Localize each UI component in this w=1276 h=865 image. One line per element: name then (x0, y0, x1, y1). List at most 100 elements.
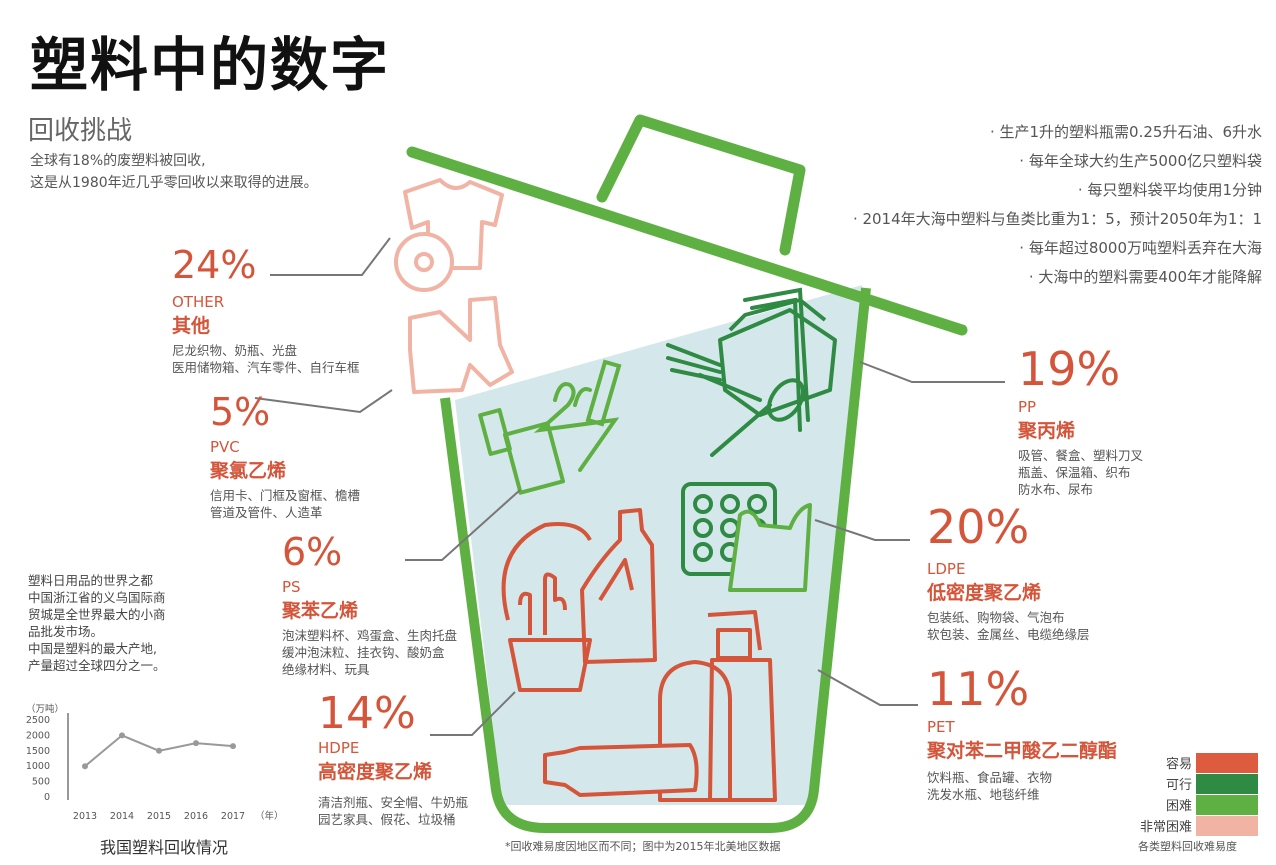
pump-bottle-icon (707, 610, 777, 802)
category-name: 高密度聚乙烯 (318, 761, 433, 783)
category-desc: 吸管、餐盒、塑料刀叉 瓶盖、保温箱、织布 防水布、尿布 (1018, 447, 1143, 498)
side-note: 塑料日用品的世界之都 中国浙江省的义乌国际商 贸城是全世界最大的小商 品批发市场… (28, 572, 166, 674)
category-name: 聚氯乙烯 (210, 460, 287, 482)
y-tick-label: 0 (44, 792, 50, 803)
category-code: PVC (210, 438, 240, 456)
jar-icon (658, 660, 732, 802)
trash-bin-icon (440, 287, 871, 833)
x-tick-label: 2016 (184, 811, 208, 822)
category-percent: 19% (1018, 342, 1121, 396)
category-percent: 20% (927, 500, 1030, 554)
note-line: 中国是塑料的最大产地, (28, 641, 157, 656)
legend-swatch (1196, 773, 1259, 794)
category-code: LDPE (927, 560, 966, 578)
data-point (119, 732, 125, 739)
data-point (230, 743, 236, 750)
legend-swatch (1196, 794, 1259, 815)
intro-line: 全球有18%的废塑料被回收, (30, 153, 206, 169)
fact-item: · 大海中的塑料需要400年才能降解 (1028, 268, 1262, 286)
x-tick-label: 2014 (110, 811, 134, 822)
category-name: 低密度聚乙烯 (927, 582, 1042, 604)
intro-line: 这是从1980年近几乎零回收以来取得的进展。 (30, 175, 318, 191)
note-line: 贸城是全世界最大的小商 (28, 607, 166, 622)
clothes-hanger-icon (533, 382, 620, 472)
fact-item: · 每只塑料袋平均使用1分钟 (1077, 181, 1262, 199)
y-tick-label: 1500 (26, 746, 50, 757)
desc-line: 瓶盖、保温箱、织布 (1018, 465, 1131, 480)
category-other: 24% OTHER 其他 尼龙织物、奶瓶、光盘 医用储物箱、汽车零件、自行车框 (172, 243, 360, 376)
facts-list: · 生产1升的塑料瓶需0.25升石油、6升水 · 每年全球大约生产5000亿只塑… (853, 118, 1262, 292)
desc-line: 泡沫塑料杯、鸡蛋盒、生肉托盘 (282, 628, 458, 643)
note-line: 中国浙江省的义乌国际商 (28, 590, 166, 605)
desc-line: 信用卡、门框及窗框、檐槽 (210, 488, 361, 503)
x-unit-label: （年） (255, 810, 284, 822)
category-ps: 6% PS 聚苯乙烯 泡沫塑料杯、鸡蛋盒、生肉托盘 缓冲泡沫粒、挂衣钩、酸奶盒 … (282, 530, 457, 678)
category-code: PP (1018, 398, 1037, 416)
desc-line: 尼龙织物、奶瓶、光盘 (172, 343, 298, 358)
legend-swatch (1196, 752, 1259, 773)
footnote: *回收难易度因地区而不同；图中为2015年北美地区数据 (505, 840, 781, 853)
desc-line: 绝缘材料、玩具 (282, 662, 370, 677)
recycling-line-chart: 0 500 1000 1500 2000 2500 2013 2014 2015 2016 201… (26, 703, 284, 822)
category-code: OTHER (172, 293, 225, 311)
cd-disc-icon (394, 232, 454, 292)
category-name: 聚丙烯 (1018, 420, 1076, 442)
desc-line: 医用储物箱、汽车零件、自行车框 (172, 360, 360, 375)
note-line: 产量超过全球四分之一。 (28, 658, 166, 673)
intro-text: 全球有18%的废塑料被回收, 这是从1980年近几乎零回收以来取得的进展。 (30, 150, 318, 194)
fact-item: · 每年超过8000万吨塑料丢弃在大海 (1019, 239, 1262, 257)
category-code: HDPE (318, 739, 360, 757)
x-tick-label: 2013 (73, 811, 97, 822)
legend-caption: 各类塑料回收难易度 (1138, 840, 1237, 853)
desc-line: 软包装、金属丝、电缆绝缘层 (927, 627, 1090, 642)
potted-cactus-icon (501, 522, 592, 692)
y-tick-label: 2500 (26, 715, 50, 726)
category-desc: 尼龙织物、奶瓶、光盘 医用储物箱、汽车零件、自行车框 (172, 342, 360, 376)
category-name: 其他 (172, 315, 211, 337)
fact-item: · 2014年大海中塑料与鱼类比重为1：5，预计2050年为1：1 (852, 210, 1262, 228)
category-pet: 11% PET 聚对苯二甲酸乙二醇酯 饮料瓶、食品罐、衣物 洗发水瓶、地毯纤维 (927, 662, 1117, 803)
desc-line: 管道及管件、人造革 (210, 505, 323, 520)
y-tick-label: 2000 (26, 730, 50, 741)
difficulty-legend: 容易 可行 困难 非常困难 (1140, 752, 1259, 836)
legend-label: 困难 (1166, 799, 1193, 814)
desc-line: 饮料瓶、食品罐、衣物 (927, 770, 1053, 785)
bin-lid-icon (406, 114, 968, 336)
category-ldpe: 20% LDPE 低密度聚乙烯 包装纸、购物袋、气泡布 软包装、金属丝、电缆绝缘… (927, 500, 1090, 643)
water-bottle-icon (543, 743, 699, 797)
x-tick-label: 2015 (147, 811, 171, 822)
desc-line: 吸管、餐盒、塑料刀叉 (1018, 448, 1144, 463)
category-code: PS (282, 578, 301, 596)
food-box-icon (718, 298, 837, 417)
desc-line: 洗发水瓶、地毯纤维 (927, 787, 1040, 802)
category-percent: 14% (318, 688, 416, 739)
desc-line: 防水布、尿布 (1018, 482, 1094, 497)
category-desc: 饮料瓶、食品罐、衣物 洗发水瓶、地毯纤维 (927, 769, 1117, 803)
category-hdpe: 14% HDPE 高密度聚乙烯 清洁剂瓶、安全帽、牛奶瓶 园艺家具、假花、垃圾桶 (318, 688, 468, 828)
page-title: 塑料中的数字 (30, 31, 391, 99)
category-percent: 24% (172, 243, 257, 287)
category-pvc: 5% PVC 聚氯乙烯 信用卡、门框及窗框、檐槽 管道及管件、人造革 (210, 390, 360, 521)
y-unit-label: （万吨） (26, 703, 64, 715)
toothbrush-icon (585, 359, 622, 427)
legend-label: 容易 (1166, 757, 1193, 772)
legend-swatch (1196, 815, 1259, 836)
chart-title: 我国塑料回收情况 (100, 838, 229, 857)
straw-icon (743, 287, 810, 432)
category-name: 聚苯乙烯 (282, 600, 359, 622)
category-percent: 6% (282, 530, 343, 574)
note-line: 品批发市场。 (28, 624, 104, 639)
x-tick-label: 2017 (221, 811, 245, 822)
category-desc: 包装纸、购物袋、气泡布 软包装、金属丝、电缆绝缘层 (927, 609, 1090, 643)
category-pp: 19% PP 聚丙烯 吸管、餐盒、塑料刀叉 瓶盖、保温箱、织布 防水布、尿布 (1018, 342, 1143, 498)
section-subtitle: 回收挑战 (28, 116, 133, 146)
data-point (193, 740, 199, 747)
legend-label: 可行 (1166, 778, 1193, 793)
legend-label: 非常困难 (1140, 820, 1193, 835)
category-code: PET (927, 718, 955, 736)
desc-line: 清洁剂瓶、安全帽、牛奶瓶 (318, 795, 469, 810)
category-desc: 信用卡、门框及窗框、檐槽 管道及管件、人造革 (210, 487, 360, 521)
plastic-bag-icon (728, 503, 812, 592)
bandage-strip-icon (408, 296, 514, 394)
fact-item: · 每年全球大约生产5000亿只塑料袋 (1019, 152, 1262, 170)
